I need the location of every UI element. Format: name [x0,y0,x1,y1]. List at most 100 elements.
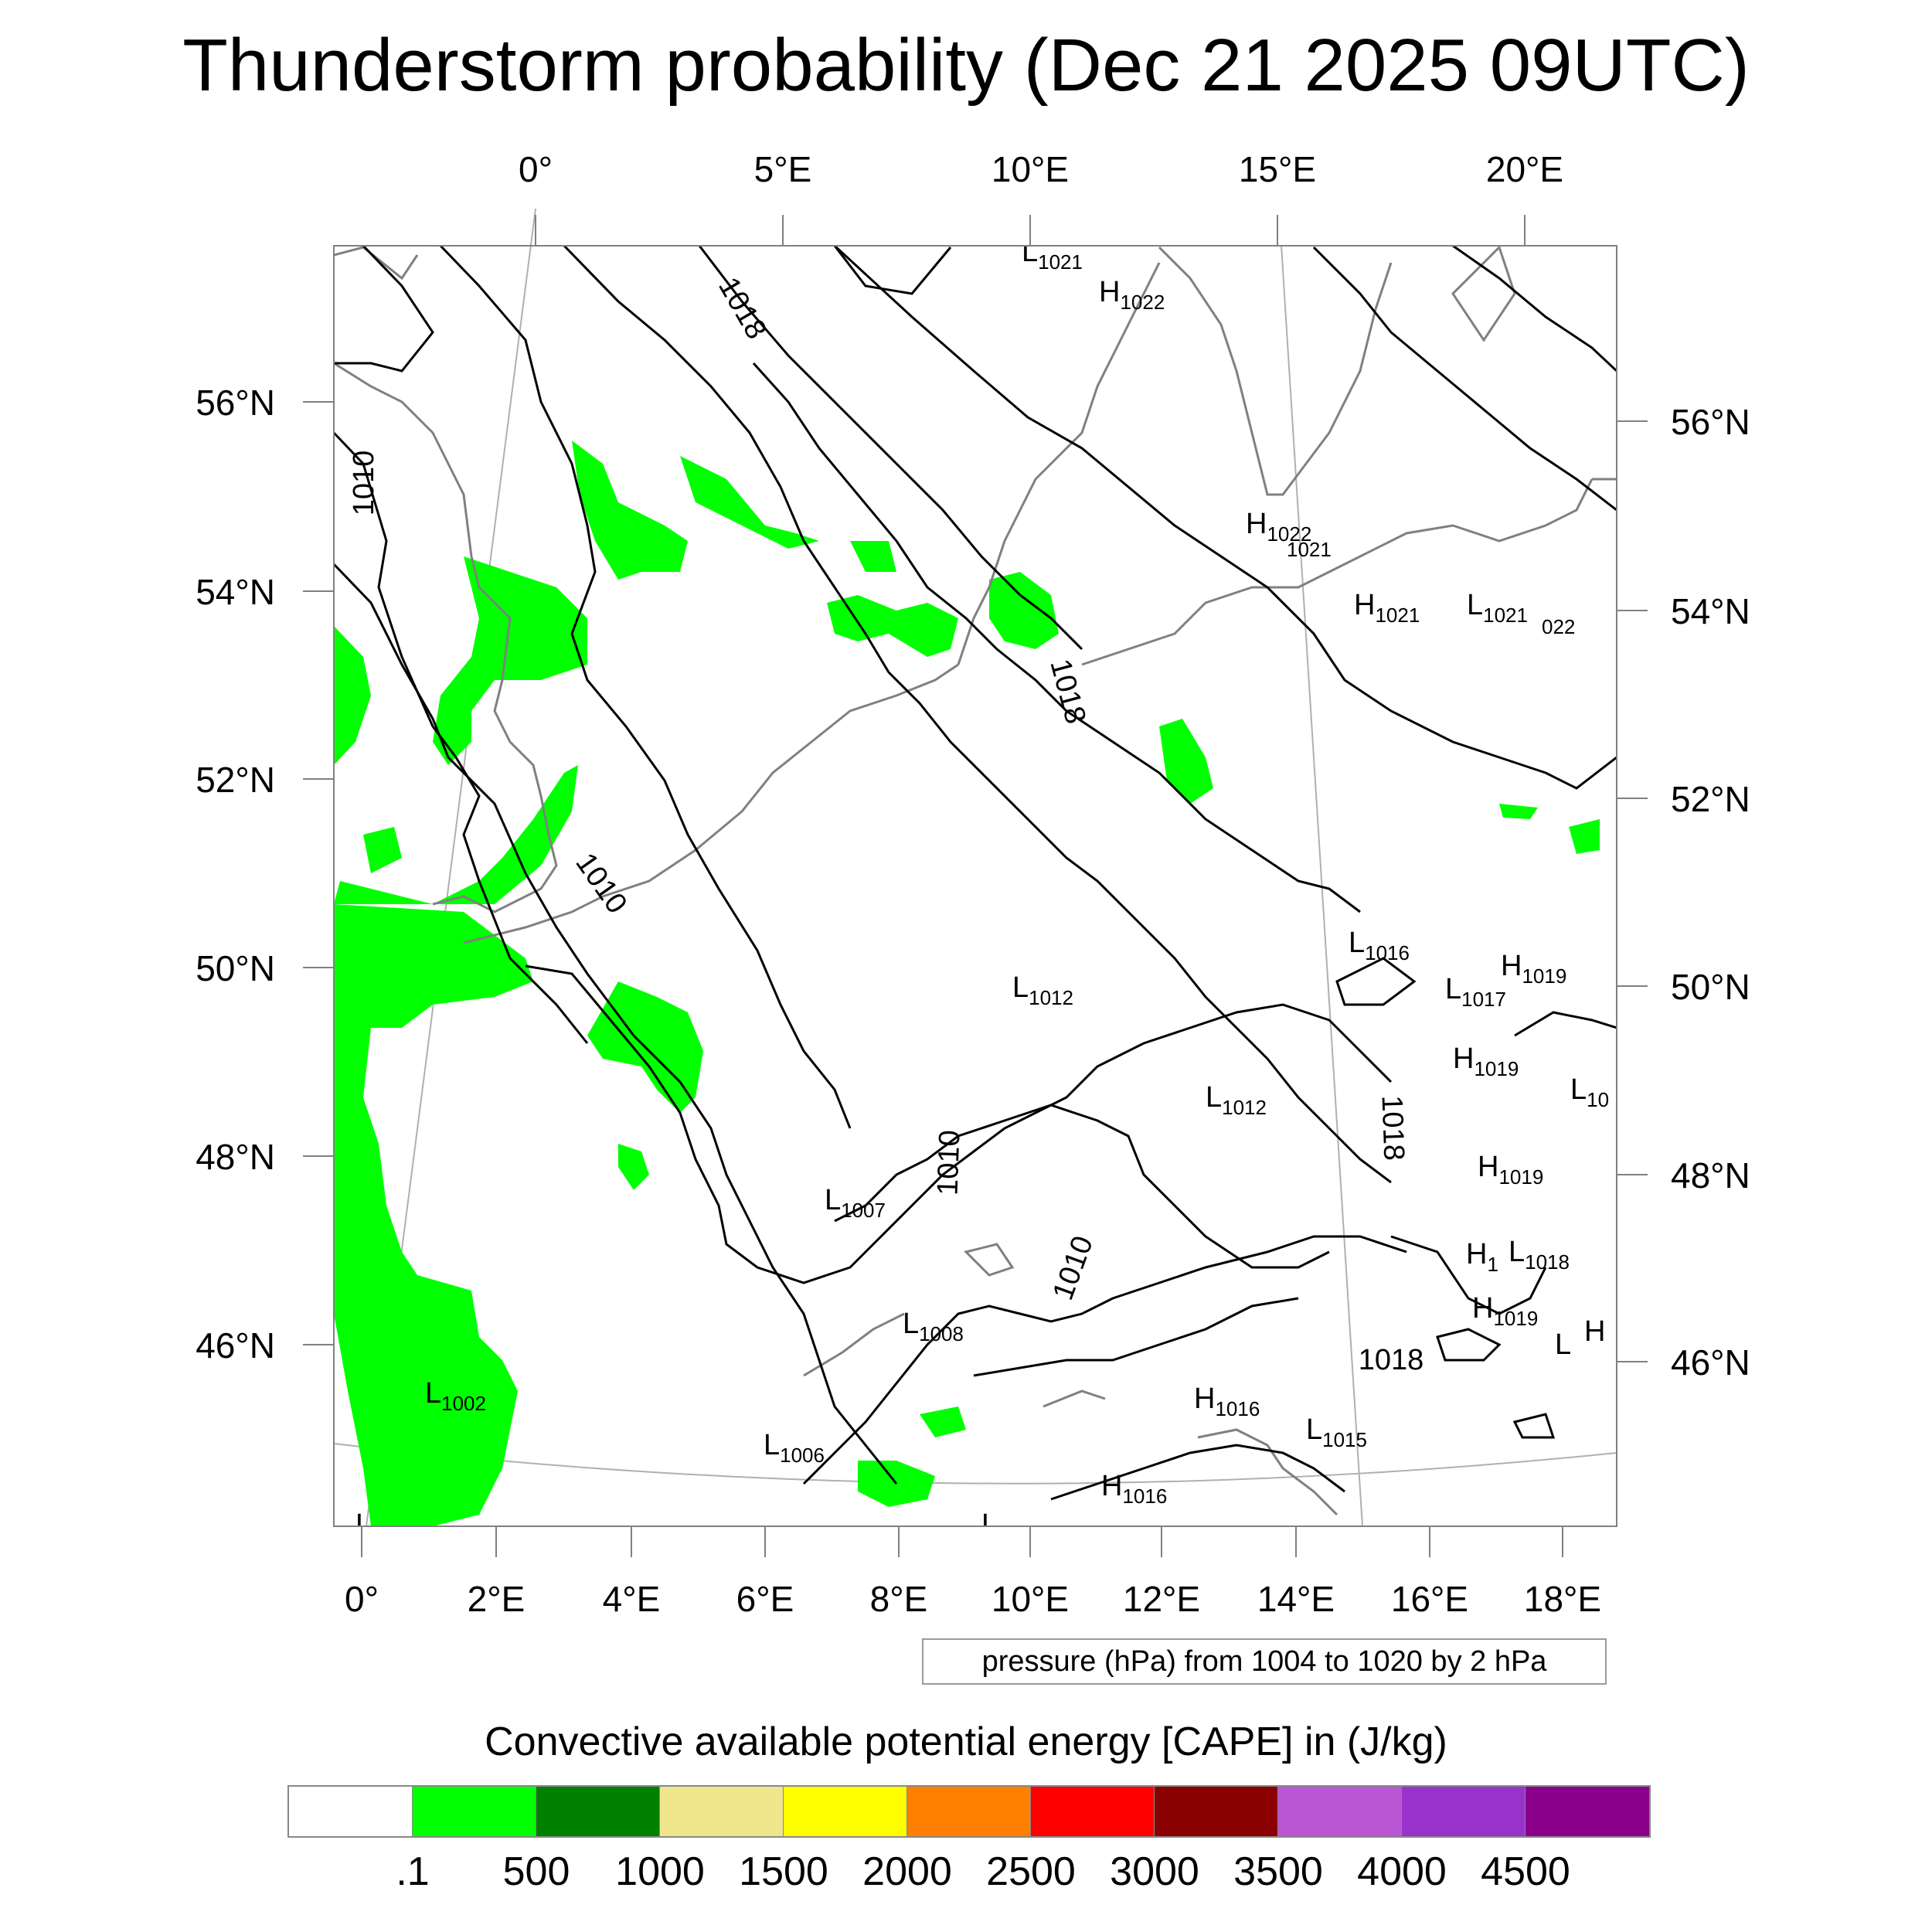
cape-area [334,765,578,904]
pressure-centers: L1021 H1022 H1022 1021 H1021 L1021 022 L… [355,246,1609,1546]
left-axis: 56°N 54°N 52°N 50°N 48°N 46°N [196,383,275,1366]
pressure-center: L1021 [1467,589,1528,627]
colorbar-swatch [1155,1787,1278,1836]
left-axis-label: 46°N [196,1325,275,1366]
colorbar-swatch [660,1787,784,1836]
cape-area [572,440,688,580]
colorbar-tick-label: .1 [396,1849,430,1894]
top-axis-label: 10°E [992,149,1069,189]
isobar [1512,1413,1556,1439]
isobar [1514,1011,1617,1037]
cape-area [827,595,958,657]
bottom-axis-label: 8°E [870,1579,928,1619]
pressure-center: H1019 [1501,950,1566,988]
pressure-center: H1021 [1354,589,1420,627]
cape-area [1499,804,1538,819]
isobar [563,246,1392,1184]
left-axis-label: 52°N [196,760,275,800]
right-axis-label: 56°N [1671,402,1750,442]
pressure-center: L1012 [1206,1081,1267,1119]
coast-adriatic [1197,1428,1338,1516]
pressure-center: H1022 [1246,508,1311,546]
pressure-center: 1021 [1287,538,1332,561]
top-axis: 0° 5°E 10°E 15°E 20°E [519,149,1563,189]
pressure-center: H1019 [1478,1151,1543,1189]
bottom-axis-label: 14°E [1257,1579,1335,1619]
pressure-info-box: pressure (hPa) from 1004 to 1020 by 2 hP… [922,1638,1607,1685]
cape-area [680,456,819,549]
isobar [334,431,589,1044]
colorbar-swatch [289,1787,413,1836]
isobar-label: 1010 [1047,1232,1100,1304]
pressure-center: L [1555,1328,1571,1361]
pressure-center: H1 [1466,1238,1498,1276]
coastlines [334,246,1617,1516]
colorbar-tick-label: 2500 [986,1849,1076,1894]
pressure-center: L1017 [1445,973,1506,1011]
pressure-center: L1012 [1012,971,1073,1009]
left-axis-label: 50°N [196,948,275,988]
pressure-center: H1016 [1194,1383,1260,1420]
isobar-label: 1018 [1376,1095,1410,1162]
colorbar-swatch [413,1787,536,1836]
isobar-label: 1010 [348,451,380,516]
right-axis-label: 48°N [1671,1155,1750,1196]
isobar-label: 1018 [712,272,773,345]
colorbar-tick-label: 3500 [1233,1849,1323,1894]
pressure-center: H [1584,1315,1605,1348]
left-axis-label: 56°N [196,383,275,423]
left-axis-label: 48°N [196,1137,275,1177]
pressure-center: L1011 [981,1509,1041,1546]
isobars [334,246,1617,1501]
isobar-label: 1018 [1359,1344,1424,1376]
pressure-center: L1002 [355,1509,417,1546]
isobar [1452,246,1617,372]
pressure-center: H1022 [1099,276,1165,314]
cape-area [1159,719,1213,804]
isobar [833,246,1617,790]
coast-sweden [1158,246,1393,496]
pressure-center: H1016 [1101,1470,1167,1508]
right-axis-label: 50°N [1671,967,1750,1007]
isobar [334,246,434,372]
bottom-axis-label: 16°E [1391,1579,1468,1619]
coast-gotland [1451,246,1516,342]
coast-continent [463,663,959,944]
lake [964,1243,1015,1277]
bottom-axis-label: 18°E [1524,1579,1601,1619]
isobar-label: 1010 [932,1130,967,1196]
cape-area [989,572,1059,649]
colorbar-swatch [536,1787,660,1836]
cape-area [850,541,896,572]
top-axis-label: 20°E [1486,149,1563,189]
map-frame [333,245,1617,1527]
bottom-axis-label: 2°E [468,1579,526,1619]
isobar [1312,246,1617,512]
coast-jutland [957,262,1161,665]
pressure-center: H1019 [1472,1292,1538,1330]
isobar [833,246,952,295]
isobar [752,362,1361,913]
tick-marks [303,215,1648,1557]
right-axis: 56°N 54°N 52°N 50°N 48°N 46°N [1671,402,1750,1383]
pressure-center: L1018 [1509,1236,1570,1274]
colorbar-title: Convective available potential energy [C… [485,1719,1447,1764]
cape-area [618,1144,649,1190]
isobar [1050,1444,1345,1501]
bottom-axis-label: 0° [345,1579,379,1619]
coast-baltic [1081,478,1594,666]
right-axis-label: 46°N [1671,1342,1750,1383]
coast-scotland [334,246,419,281]
cape-shading [334,440,1600,1526]
colorbar-tick-label: 1000 [615,1849,705,1894]
colorbar-swatch [784,1787,907,1836]
cape-area [363,827,402,873]
pressure-center: L1002 [425,1377,486,1415]
pressure-center: L1006 [764,1429,825,1467]
pressure-center: 022 [1542,615,1575,638]
colorbar-swatch [907,1787,1031,1836]
isobar [1335,957,1417,1006]
bottom-axis-label: 6°E [736,1579,794,1619]
top-axis-label: 5°E [754,149,812,189]
pressure-center: L1007 [825,1184,886,1222]
